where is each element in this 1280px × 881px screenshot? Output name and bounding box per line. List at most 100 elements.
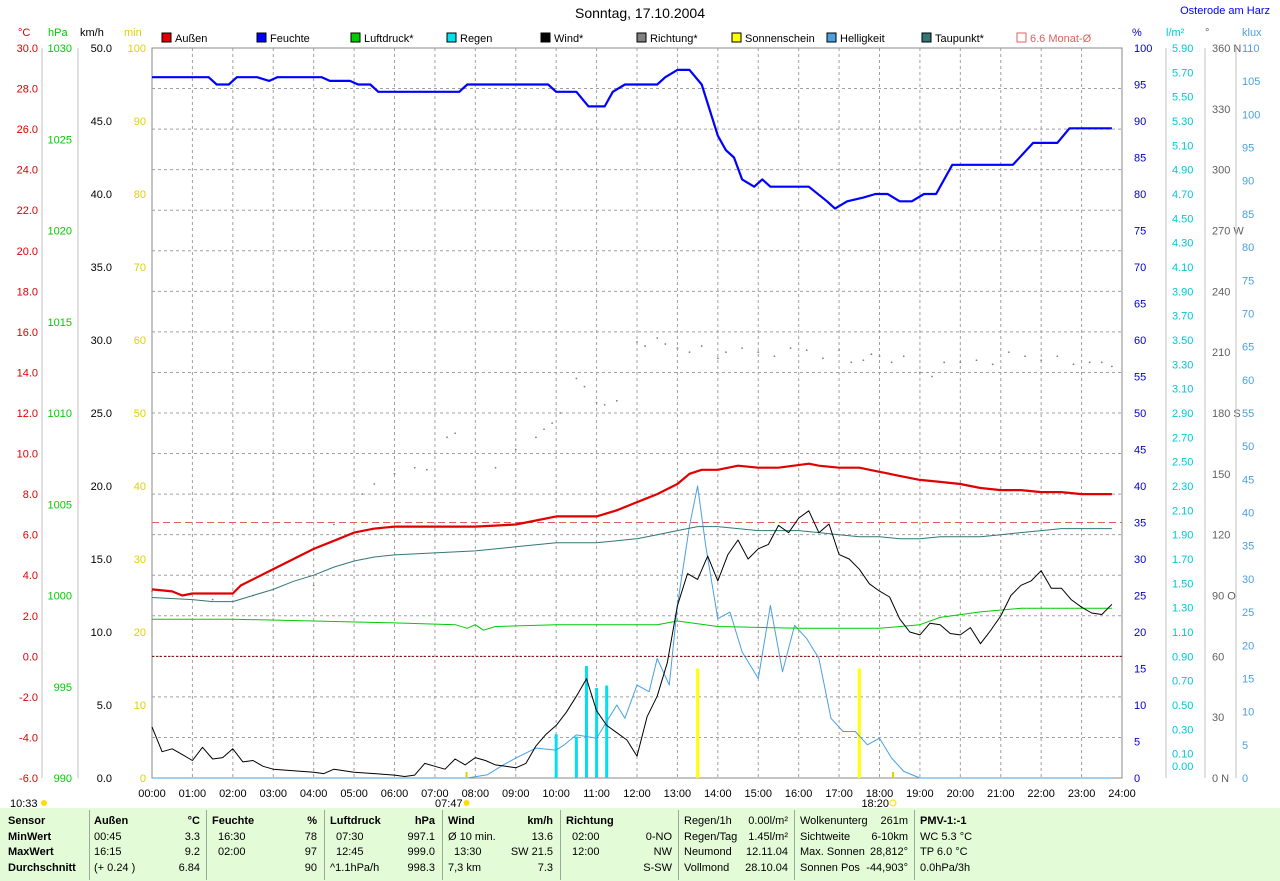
pressure-tick-label: 1005: [48, 499, 72, 511]
brightness-tick-label: 65: [1242, 342, 1254, 354]
footer-feuchte-unit: %: [307, 815, 317, 827]
direction-tick-label: 360 N: [1212, 43, 1241, 55]
sun-unit-label: min: [124, 27, 142, 39]
temp-tick-label: 4.0: [23, 570, 38, 582]
temp-tick-label: -2.0: [19, 692, 38, 704]
pressure-tick-label: 1025: [48, 134, 72, 146]
direction-point: [494, 466, 497, 469]
direction-point: [151, 590, 153, 593]
direction-point: [757, 351, 760, 354]
legend-label: Helligkeit: [840, 33, 885, 45]
footer-value: 78: [304, 830, 317, 843]
footer-value: 0.00l/m²: [748, 815, 788, 827]
footer-luftdruck-col: Luftdruck hPa 07:30 997.1 12:45 999.0 ^1.1h…: [330, 814, 435, 876]
brightness-tick-label: 15: [1242, 673, 1254, 685]
brightness-tick-label: 5: [1242, 740, 1248, 752]
direction-point: [878, 355, 881, 358]
footer-cell: Vollmond: [684, 861, 730, 874]
direction-point: [700, 345, 703, 347]
footer-value: 28,812°: [869, 846, 908, 858]
dawn-time-label: 10:33: [10, 798, 38, 808]
direction-point: [644, 345, 646, 347]
x-tick-label: 01:00: [179, 788, 207, 800]
wind-tick-label: 40.0: [91, 189, 112, 201]
direction-tick-label: 240: [1212, 286, 1230, 298]
legend-swatch: [161, 32, 172, 43]
humidity-tick-label: 80: [1134, 189, 1146, 201]
rain-tick-label: 5.70: [1172, 67, 1193, 79]
brightness-tick-label: 25: [1242, 607, 1254, 619]
footer-value: 13.6: [531, 830, 553, 843]
footer-cell: 16:30: [218, 830, 246, 843]
humidity-tick-label: 5: [1134, 737, 1140, 749]
direction-tick-label: 60: [1212, 651, 1224, 663]
pressure-tick-label: 1015: [48, 317, 72, 329]
direction-point: [1056, 355, 1059, 358]
footer-value: 3.3: [184, 830, 200, 843]
footer-cell: 00:45: [94, 830, 122, 843]
x-tick-label: 08:00: [462, 788, 490, 800]
rain-tick-label: 3.50: [1172, 335, 1193, 347]
pressure-tick-label: 1030: [48, 43, 72, 55]
rain-tick-label: 3.30: [1172, 359, 1193, 371]
legend-label: Feuchte: [270, 33, 310, 45]
rain-tick-label: 1.90: [1172, 530, 1193, 542]
footer-sensor-col: Sensor MinWert MaxWert Durchschnitt: [8, 814, 88, 876]
direction-point: [312, 584, 315, 587]
footer-divider: [89, 810, 90, 880]
rain-tick-label: 0.00: [1172, 761, 1193, 773]
footer-value: 0-NO: [645, 830, 672, 843]
humidity-tick-label: 35: [1134, 518, 1146, 530]
legend-label: Außen: [175, 33, 207, 45]
footer-value: 97: [304, 846, 317, 858]
direction-tick-label: 0 N: [1212, 773, 1229, 785]
direction-tick-label: 30: [1212, 712, 1224, 724]
direction-point: [991, 363, 994, 366]
direction-point: [716, 357, 719, 360]
footer-value: NW: [653, 846, 672, 858]
direction-point: [725, 351, 727, 354]
rain-tick-label: 3.70: [1172, 311, 1193, 323]
brightness-tick-label: 55: [1242, 408, 1254, 420]
direction-point: [413, 466, 416, 469]
rain-tick-label: 1.10: [1172, 627, 1193, 639]
direction-point: [1100, 361, 1103, 364]
humidity-tick-label: 15: [1134, 664, 1146, 676]
direction-point: [959, 361, 962, 364]
footer-divider: [206, 810, 207, 880]
rain-tick-label: 3.90: [1172, 286, 1193, 298]
footer-cell: 7,3 km: [448, 861, 482, 874]
rain-tick-label: 1.30: [1172, 603, 1193, 615]
footer-row-label: MinWert: [8, 830, 52, 843]
x-tick-label: 11:00: [583, 788, 610, 800]
humidity-tick-label: 60: [1134, 335, 1146, 347]
legend-label: Luftdruck*: [364, 33, 414, 45]
temp-tick-label: 20.0: [17, 246, 38, 258]
temp-tick-label: -6.0: [19, 773, 38, 785]
legend-swatch: [921, 32, 932, 43]
rain-tick-label: 3.10: [1172, 384, 1193, 396]
sun-tick-label: 60: [134, 335, 146, 347]
footer-feuchte-header: Feuchte: [212, 815, 255, 827]
rain-bar: [554, 734, 558, 778]
brightness-tick-label: 40: [1242, 508, 1254, 520]
footer-divider: [914, 810, 915, 880]
sun-tick-label: 50: [134, 408, 146, 420]
direction-tick-label: 90 O: [1212, 591, 1236, 603]
footer-row-label: MaxWert: [8, 846, 54, 858]
direction-point: [636, 341, 638, 343]
wind-tick-label: 25.0: [91, 408, 112, 420]
brightness-tick-label: 45: [1242, 474, 1254, 486]
sun-tick-label: 10: [134, 700, 146, 712]
humidity-tick-label: 65: [1134, 299, 1146, 311]
footer-divider: [794, 810, 795, 880]
rain-tick-label: 0.70: [1172, 676, 1193, 688]
temp-tick-label: 16.0: [17, 327, 38, 339]
footer-divider: [442, 810, 443, 880]
footer-divider: [324, 810, 325, 880]
pressure-tick-label: 1000: [48, 591, 72, 603]
brightness-tick-label: 95: [1242, 143, 1254, 155]
footer-richtung-header: Richtung: [566, 815, 614, 827]
x-tick-label: 09:00: [502, 788, 530, 800]
humidity-tick-label: 100: [1134, 43, 1152, 55]
